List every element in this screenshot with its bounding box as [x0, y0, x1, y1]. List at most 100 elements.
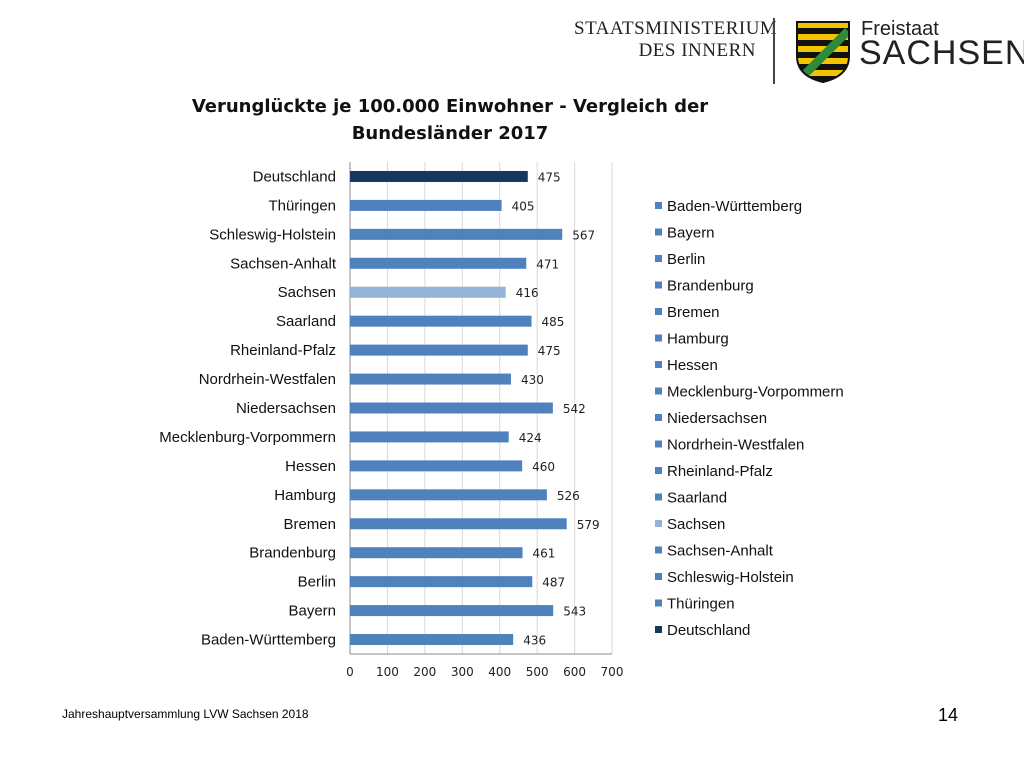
- legend-swatch: [655, 228, 662, 236]
- legend-swatch: [655, 255, 662, 262]
- legend-swatch: [655, 308, 662, 315]
- bar: [350, 286, 506, 298]
- legend-label: Hessen: [667, 357, 718, 374]
- legend-swatch: [655, 493, 662, 501]
- category-label: Baden-Württemberg: [201, 632, 336, 649]
- bar: [350, 344, 528, 356]
- legend-label: Saarland: [667, 490, 727, 507]
- legend-label: Bremen: [667, 304, 720, 321]
- legend-swatch: [655, 334, 662, 342]
- data-label: 475: [538, 170, 561, 184]
- legend-label: Mecklenburg-Vorpommern: [667, 384, 844, 401]
- legend-swatch: [655, 573, 662, 580]
- header-divider: [773, 18, 775, 84]
- category-label: Rheinland-Pfalz: [230, 342, 336, 359]
- legend-swatch: [655, 361, 662, 368]
- category-label: Bremen: [283, 516, 336, 533]
- data-label: 436: [523, 634, 546, 648]
- legend-label: Brandenburg: [667, 278, 754, 295]
- ministry-line-1: STAATSMINISTERIUM: [574, 18, 778, 39]
- category-label: Sachsen: [278, 284, 336, 301]
- legend-label: Rheinland-Pfalz: [667, 463, 773, 480]
- legend-label: Deutschland: [667, 622, 750, 639]
- bar: [350, 170, 528, 182]
- legend-swatch: [655, 281, 662, 289]
- legend-label: Niedersachsen: [667, 410, 767, 427]
- category-label: Niedersachsen: [236, 400, 336, 417]
- category-label: Berlin: [298, 574, 336, 591]
- legend-swatch: [655, 546, 662, 554]
- legend-label: Thüringen: [667, 596, 735, 613]
- category-label: Hessen: [285, 458, 336, 475]
- bar: [350, 518, 567, 530]
- x-tick-label: 400: [488, 665, 511, 679]
- coat-of-arms-icon: [796, 21, 850, 84]
- legend-label: Sachsen-Anhalt: [667, 543, 774, 560]
- legend-swatch: [655, 202, 662, 209]
- data-label: 416: [516, 286, 539, 300]
- data-label: 430: [521, 373, 544, 387]
- state-label-small: Freistaat: [861, 18, 939, 40]
- legend-label: Bayern: [667, 225, 715, 242]
- x-tick-label: 200: [413, 665, 436, 679]
- x-tick-label: 0: [346, 665, 354, 679]
- legend-swatch: [655, 467, 662, 474]
- legend-swatch: [655, 626, 662, 633]
- chart-title: Verunglückte je 100.000 Einwohner - Verg…: [191, 96, 709, 144]
- category-label: Mecklenburg-Vorpommern: [159, 429, 336, 446]
- category-label: Hamburg: [274, 487, 336, 504]
- data-label: 526: [557, 489, 580, 503]
- data-label: 405: [512, 199, 535, 213]
- legend-swatch: [655, 520, 662, 527]
- category-label: Deutschland: [253, 168, 336, 185]
- category-label: Bayern: [288, 603, 336, 620]
- page-number: 14: [938, 705, 959, 725]
- bar: [350, 257, 527, 269]
- header: STAATSMINISTERIUM DES INNERN Freistaat S…: [0, 0, 1024, 90]
- bar: [350, 547, 523, 559]
- x-tick-label: 500: [526, 665, 549, 679]
- data-label: 461: [533, 547, 556, 561]
- category-label: Sachsen-Anhalt: [230, 255, 337, 272]
- data-label: 567: [572, 228, 595, 242]
- category-label: Thüringen: [268, 197, 336, 214]
- data-label: 485: [542, 315, 565, 329]
- bar: [350, 489, 547, 501]
- legend-label: Berlin: [667, 251, 705, 268]
- bar: [350, 431, 509, 443]
- bar: [350, 576, 533, 588]
- legend-swatch: [655, 599, 662, 607]
- x-tick-label: 300: [451, 665, 474, 679]
- legend-swatch: [655, 440, 662, 448]
- x-tick-label: 100: [376, 665, 399, 679]
- data-label: 460: [532, 460, 555, 474]
- bar: [350, 199, 502, 211]
- data-label: 475: [538, 344, 561, 358]
- bar: [350, 228, 563, 240]
- bar: [350, 315, 532, 327]
- category-label: Brandenburg: [249, 545, 336, 562]
- legend-label: Baden-Württemberg: [667, 198, 802, 215]
- legend-label: Nordrhein-Westfalen: [667, 437, 804, 454]
- bar: [350, 460, 523, 472]
- ministry-line-2: DES INNERN: [638, 40, 756, 61]
- legend-swatch: [655, 414, 662, 421]
- x-tick-label: 600: [563, 665, 586, 679]
- legend-label: Schleswig-Holstein: [667, 569, 794, 586]
- ministry-name: STAATSMINISTERIUM DES INNERN: [574, 18, 778, 62]
- bar: [350, 402, 553, 414]
- legend-label: Sachsen: [667, 516, 725, 533]
- data-label: 542: [563, 402, 586, 416]
- footer-text: Jahreshauptversammlung LVW Sachsen 2018: [62, 707, 309, 721]
- bar: [350, 605, 554, 617]
- category-label: Nordrhein-Westfalen: [199, 371, 336, 388]
- data-label: 579: [577, 518, 600, 532]
- category-label: Schleswig-Holstein: [209, 226, 336, 243]
- data-label: 424: [519, 431, 542, 445]
- x-tick-label: 700: [601, 665, 624, 679]
- bar: [350, 634, 514, 646]
- legend-label: Hamburg: [667, 331, 729, 348]
- state-label-large: SACHSEN: [859, 34, 1024, 72]
- data-label: 487: [542, 576, 565, 590]
